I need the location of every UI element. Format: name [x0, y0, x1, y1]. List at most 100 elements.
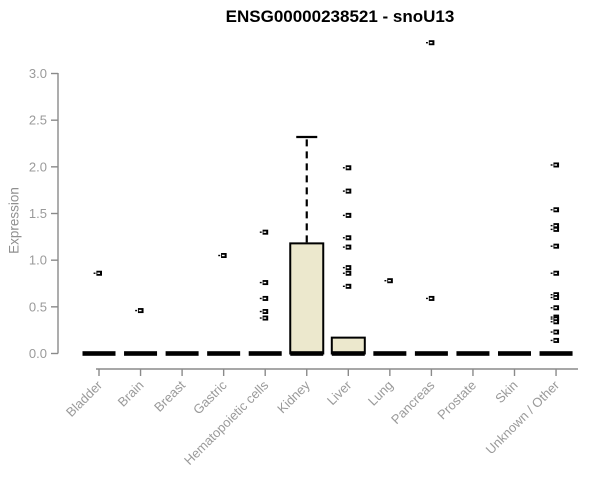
outlier-point-left-tick — [342, 167, 345, 169]
outlier-point-dash — [554, 321, 558, 323]
y-tick-label: 0.5 — [29, 299, 47, 314]
outlier-point-dash — [346, 272, 350, 274]
y-tick-label: 0.0 — [29, 346, 47, 361]
outlier-point-left-tick — [426, 42, 428, 44]
outlier-point-left-tick — [550, 245, 553, 247]
median-brain — [124, 351, 158, 356]
median-breast — [165, 351, 199, 356]
outlier-point-dash — [346, 266, 350, 269]
outlier-point-left-tick — [550, 272, 553, 274]
y-tick-label: 2.5 — [29, 113, 47, 128]
outlier-point-dash — [554, 209, 558, 211]
median-liver — [331, 351, 365, 356]
outlier-point-dash — [263, 231, 267, 233]
outlier-point-left-tick — [550, 318, 553, 320]
outlier-point-left-tick — [135, 309, 138, 312]
median-kidney — [290, 351, 324, 356]
outlier-point-dash — [554, 272, 558, 274]
outlier-point-left-tick — [550, 228, 553, 231]
x-tick-label-bladder: Bladder — [63, 377, 106, 420]
outlier-point-left-tick — [259, 310, 262, 313]
outlier-point-left-tick — [342, 246, 345, 248]
x-tick-label-prostate: Prostate — [434, 378, 479, 423]
outlier-point-dash — [388, 280, 391, 282]
x-tick-label-unknown-other: Unknown / Other — [483, 377, 563, 457]
outlier-point-dash — [263, 297, 267, 300]
outlier-point-left-tick — [550, 339, 553, 342]
y-tick-label: 1.0 — [29, 253, 47, 268]
outlier-point-dash — [346, 237, 350, 239]
outlier-point-left-tick — [550, 321, 553, 323]
outlier-point-dash — [429, 297, 433, 300]
x-tick-label-kidney: Kidney — [274, 377, 313, 416]
median-prostate — [456, 351, 490, 356]
median-gastric — [207, 351, 241, 356]
x-tick-label-skin: Skin — [492, 378, 520, 406]
outlier-point-dash — [554, 224, 558, 227]
outlier-point-left-tick — [426, 297, 428, 300]
outlier-point-left-tick — [259, 317, 262, 319]
outlier-point-dash — [263, 310, 267, 313]
box-kidney — [289, 242, 325, 355]
outlier-point-dash — [554, 296, 558, 299]
median-lung — [373, 351, 407, 356]
median-hematopoietic-cells — [248, 351, 282, 356]
y-tick-label: 1.5 — [29, 206, 47, 221]
outlier-point-dash — [346, 246, 350, 248]
median-unknown-other — [539, 351, 573, 356]
outlier-point-dash — [263, 317, 267, 319]
outlier-point-left-tick — [93, 272, 96, 274]
y-tick-label: 3.0 — [29, 66, 47, 81]
outlier-point-left-tick — [259, 231, 262, 233]
outlier-point-dash — [554, 228, 558, 231]
outlier-point-left-tick — [384, 280, 387, 282]
x-tick-label-gastric: Gastric — [190, 377, 230, 417]
x-tick-label-breast: Breast — [151, 377, 188, 414]
outlier-point-left-tick — [550, 294, 553, 296]
outlier-point-dash — [263, 281, 267, 284]
outlier-point-dash — [346, 214, 350, 217]
x-tick-label-lung: Lung — [365, 378, 396, 409]
median-skin — [498, 351, 531, 356]
outlier-point-left-tick — [342, 237, 345, 239]
outlier-point-left-tick — [342, 190, 345, 192]
outlier-point-dash — [138, 309, 142, 312]
outlier-point-dash — [554, 331, 558, 333]
outlier-point-dash — [554, 245, 558, 247]
outlier-point-dash — [346, 167, 350, 169]
chart-title: ENSG00000238521 - snoU13 — [225, 7, 455, 26]
box-liver — [330, 336, 366, 355]
outlier-point-left-tick — [342, 272, 345, 274]
outlier-point-dash — [554, 294, 558, 296]
outlier-point-left-tick — [550, 209, 553, 211]
outlier-point-left-tick — [550, 164, 553, 166]
outlier-point-dash — [346, 285, 350, 288]
x-tick-label-brain: Brain — [115, 378, 147, 410]
outlier-point-left-tick — [550, 307, 553, 309]
x-tick-label-liver: Liver — [324, 377, 355, 408]
outlier-point-left-tick — [550, 224, 553, 227]
outlier-point-dash — [554, 339, 558, 342]
outlier-point-left-tick — [342, 266, 345, 269]
outlier-point-dash — [429, 42, 433, 44]
outlier-point-dash — [554, 164, 558, 166]
median-pancreas — [414, 351, 448, 356]
outlier-point-dash — [346, 190, 350, 192]
median-bladder — [82, 351, 116, 356]
outlier-point-left-tick — [550, 296, 553, 299]
outlier-point-left-tick — [218, 254, 221, 257]
x-tick-label-pancreas: Pancreas — [388, 377, 438, 427]
outlier-point-left-tick — [259, 281, 262, 284]
outlier-point-dash — [554, 318, 558, 320]
outlier-point-dash — [554, 307, 558, 309]
outlier-point-left-tick — [550, 331, 553, 333]
outlier-point-dash — [221, 254, 225, 257]
outlier-point-left-tick — [342, 214, 345, 217]
y-tick-label: 2.0 — [29, 159, 47, 174]
outlier-point-dash — [97, 272, 100, 274]
outlier-point-left-tick — [550, 316, 553, 318]
outlier-point-left-tick — [259, 297, 262, 300]
outlier-point-left-tick — [342, 285, 345, 288]
